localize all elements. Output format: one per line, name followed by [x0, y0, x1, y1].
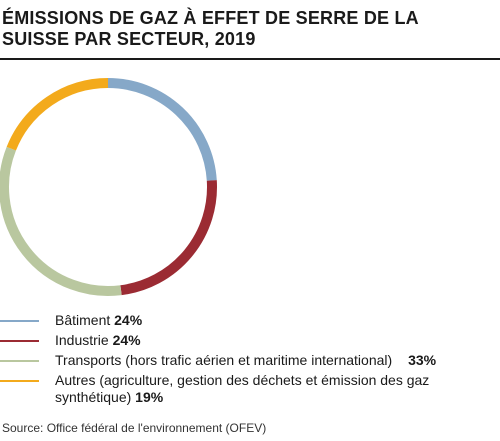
legend-value-industrie: 24% — [112, 332, 141, 348]
legend-swatch-industrie — [0, 340, 39, 342]
legend-label-industrie: Industrie — [55, 332, 109, 348]
legend-item-batiment: Bâtiment 24% — [0, 312, 500, 329]
legend-item-industrie: Industrie 24% — [0, 332, 500, 349]
donut-chart — [0, 78, 217, 296]
legend-swatch-transports — [0, 360, 39, 362]
legend-label-batiment: Bâtiment — [55, 312, 111, 328]
donut-slice-batiment — [107, 78, 217, 181]
chart-legend: Bâtiment 24% Industrie 24% Transports (h… — [0, 312, 500, 409]
legend-value-transports: 33% — [408, 352, 437, 368]
legend-swatch-batiment — [0, 320, 39, 322]
legend-item-autres: Autres (agriculture, gestion des déchets… — [0, 372, 500, 406]
legend-value-autres: 19% — [135, 389, 164, 405]
legend-swatch-autres — [0, 380, 39, 382]
source-note: Source: Office fédéral de l'environnemen… — [2, 421, 267, 435]
legend-item-transports: Transports (hors trafic aérien et mariti… — [0, 352, 500, 369]
legend-label-transports: Transports (hors trafic aérien et mariti… — [55, 352, 393, 368]
chart-title: ÉMISSIONS DE GAZ À EFFET DE SERRE DE LA … — [2, 8, 419, 49]
title-divider — [0, 58, 500, 60]
donut-slice-autres — [6, 78, 109, 151]
donut-slice-industrie — [120, 180, 217, 296]
donut-slice-transports — [0, 146, 122, 296]
legend-label-autres: Autres (agriculture, gestion des déchets… — [55, 372, 430, 405]
legend-value-batiment: 24% — [114, 312, 143, 328]
